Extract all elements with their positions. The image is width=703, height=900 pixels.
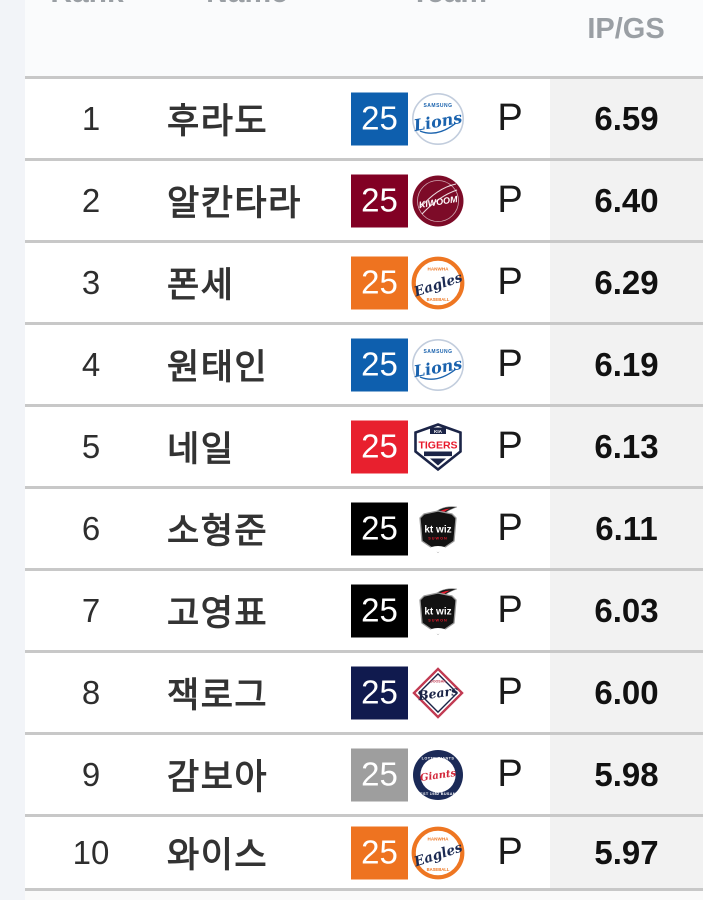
position-label: P <box>497 589 523 631</box>
svg-text:kt wiz: kt wiz <box>424 606 451 617</box>
table-row[interactable]: 9 감보아 25 LOTTE GIANTS EST 1982 BUSAN Giant… <box>25 735 703 817</box>
hanwha-eagles-logo: HANWHA Eagles BASEBALL <box>411 826 465 880</box>
table-row[interactable]: 8 잭로그 25 DOOSAN Bears P 6.00 <box>25 653 703 735</box>
svg-text:SUWON: SUWON <box>428 536 448 540</box>
stat-value: 6.19 <box>550 325 703 404</box>
rank-cell: 2 <box>81 181 101 219</box>
stat-value: 6.03 <box>550 571 703 650</box>
svg-text:Giants: Giants <box>419 767 457 783</box>
svg-text:TIGERS: TIGERS <box>418 439 457 451</box>
rank-cell: 7 <box>81 591 101 629</box>
rank-cell: 8 <box>81 673 101 711</box>
kt-wiz-logo: kt wiz SUWON <box>411 584 465 638</box>
svg-text:SUWON: SUWON <box>428 618 448 622</box>
player-name: 원태인 <box>167 348 269 387</box>
svg-text:BASEBALL: BASEBALL <box>427 867 450 872</box>
samsung-lions-logo: SAMSUNG Lions <box>411 92 465 146</box>
stat-value: 6.40 <box>550 161 703 240</box>
jersey-number-badge: 25 <box>351 502 408 555</box>
position-label: P <box>497 507 523 549</box>
svg-text:BASEBALL: BASEBALL <box>427 297 450 302</box>
svg-text:HANWHA: HANWHA <box>428 836 450 841</box>
jersey-number-badge: 25 <box>351 826 408 879</box>
table-row[interactable]: 7 고영표 25 kt wiz SUWON P 6.03 <box>25 571 703 653</box>
stat-value: 6.59 <box>550 79 703 158</box>
position-label: P <box>497 179 523 221</box>
table-row[interactable]: 1 후라도 25 SAMSUNG Lions P 6.59 <box>25 79 703 161</box>
position-label: P <box>497 831 523 873</box>
rank-cell: 4 <box>81 345 101 383</box>
svg-text:LOTTE GIANTS: LOTTE GIANTS <box>422 756 455 760</box>
jersey-number-badge: 25 <box>351 256 408 309</box>
stat-value: 6.29 <box>550 243 703 322</box>
player-name: 고영표 <box>167 594 269 633</box>
stat-value: 6.00 <box>550 653 703 732</box>
hanwha-eagles-logo: HANWHA Eagles BASEBALL <box>411 256 465 310</box>
table-row[interactable]: 10 와이스 25 HANWHA Eagles BASEBALL P 5.97 <box>25 817 703 891</box>
table-row[interactable]: 6 소형준 25 kt wiz SUWON P 6.11 <box>25 489 703 571</box>
kia-tigers-logo: KIA TIGERS <box>411 420 465 474</box>
svg-text:EST 1982 BUSAN: EST 1982 BUSAN <box>420 792 456 796</box>
player-name: 와이스 <box>167 836 269 875</box>
svg-text:DOOSAN: DOOSAN <box>430 679 446 683</box>
rank-cell: 10 <box>72 833 110 871</box>
rank-cell: 5 <box>81 427 101 465</box>
doosan-bears-logo: DOOSAN Bears <box>411 666 465 720</box>
table-row[interactable]: 3 폰세 25 HANWHA Eagles BASEBALL P 6.29 <box>25 243 703 325</box>
rank-cell: 1 <box>81 99 101 137</box>
svg-text:SAMSUNG: SAMSUNG <box>423 103 452 109</box>
samsung-lions-logo: SAMSUNG Lions <box>411 338 465 392</box>
svg-text:kt wiz: kt wiz <box>424 524 451 535</box>
rank-cell: 6 <box>81 509 101 547</box>
player-name: 소형준 <box>167 512 269 551</box>
position-label: P <box>497 753 523 795</box>
position-label: P <box>497 425 523 467</box>
col-header-team: Team <box>411 0 487 10</box>
position-label: P <box>497 261 523 303</box>
stat-value: 5.98 <box>550 735 703 814</box>
player-name: 후라도 <box>167 102 269 141</box>
kiwoom-heroes-logo: KIWOOM <box>411 174 465 228</box>
kt-wiz-logo: kt wiz SUWON <box>411 502 465 556</box>
table-body: 1 후라도 25 SAMSUNG Lions P 6.59 2 알칸타라 25 KIWOOM… <box>25 79 703 891</box>
jersey-number-badge: 25 <box>351 92 408 145</box>
svg-text:SAMSUNG: SAMSUNG <box>423 349 452 355</box>
player-name: 잭로그 <box>167 676 269 715</box>
stat-value: 6.13 <box>550 407 703 486</box>
jersey-number-badge: 25 <box>351 338 408 391</box>
stat-value: 6.11 <box>550 489 703 568</box>
lotte-giants-logo: LOTTE GIANTS EST 1982 BUSAN Giants <box>411 748 465 802</box>
position-label: P <box>497 343 523 385</box>
jersey-number-badge: 25 <box>351 666 408 719</box>
player-name: 네일 <box>167 430 235 469</box>
left-gutter <box>0 0 25 900</box>
position-label: P <box>497 97 523 139</box>
svg-text:Bears: Bears <box>416 682 459 703</box>
col-header-ipgs[interactable]: IP/GS <box>587 13 665 45</box>
jersey-number-badge: 25 <box>351 584 408 637</box>
jersey-number-badge: 25 <box>351 748 408 801</box>
svg-text:HANWHA: HANWHA <box>428 266 450 271</box>
player-name: 감보아 <box>167 758 269 797</box>
player-name: 알칸타라 <box>167 184 302 223</box>
rank-cell: 9 <box>81 755 101 793</box>
jersey-number-badge: 25 <box>351 420 408 473</box>
table-row[interactable]: 2 알칸타라 25 KIWOOM P 6.40 <box>25 161 703 243</box>
player-name: 폰세 <box>167 266 235 305</box>
col-header-rank: Rank <box>50 0 123 10</box>
table-row[interactable]: 5 네일 25 KIA TIGERS P 6.13 <box>25 407 703 489</box>
col-header-name: Name <box>206 0 288 10</box>
table-header: Rank Name Team IP/GS <box>25 0 703 79</box>
position-label: P <box>497 671 523 713</box>
rank-cell: 3 <box>81 263 101 301</box>
table-row[interactable]: 4 원태인 25 SAMSUNG Lions P 6.19 <box>25 325 703 407</box>
svg-text:KIA: KIA <box>434 428 443 433</box>
jersey-number-badge: 25 <box>351 174 408 227</box>
stat-value: 5.97 <box>550 817 703 888</box>
